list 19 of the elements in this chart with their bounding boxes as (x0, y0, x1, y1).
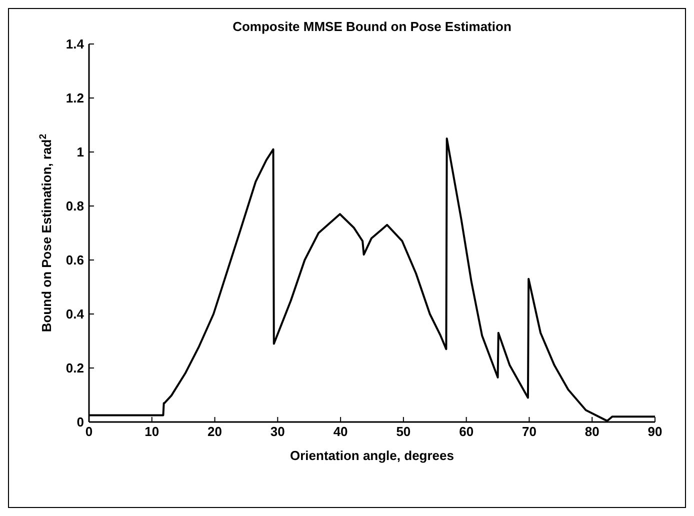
y-tick-label: 0.8 (66, 198, 84, 214)
x-tick-label: 70 (522, 424, 536, 440)
x-axis-title: Orientation angle, degrees (290, 448, 454, 463)
x-tick-label: 50 (396, 424, 411, 440)
y-tick-label: 0.6 (66, 252, 84, 268)
x-tick-label: 20 (208, 424, 222, 440)
chart-title: Composite MMSE Bound on Pose Estimation (232, 19, 512, 34)
x-tick-label: 80 (584, 424, 600, 440)
y-tick-label: 0 (76, 414, 84, 430)
y-tick-label: 1.2 (66, 90, 84, 106)
y-tick-label: 1 (76, 144, 84, 160)
x-tick-label: 90 (648, 424, 662, 440)
x-tick-label: 40 (333, 424, 348, 440)
y-tick-label: 0.2 (66, 360, 84, 376)
x-tick-label: 10 (144, 424, 160, 440)
x-tick-label: 60 (459, 424, 474, 440)
y-tick-label: 0.4 (66, 306, 85, 322)
y-tick-label: 1.4 (66, 36, 85, 52)
x-tick-label: 30 (270, 424, 285, 440)
